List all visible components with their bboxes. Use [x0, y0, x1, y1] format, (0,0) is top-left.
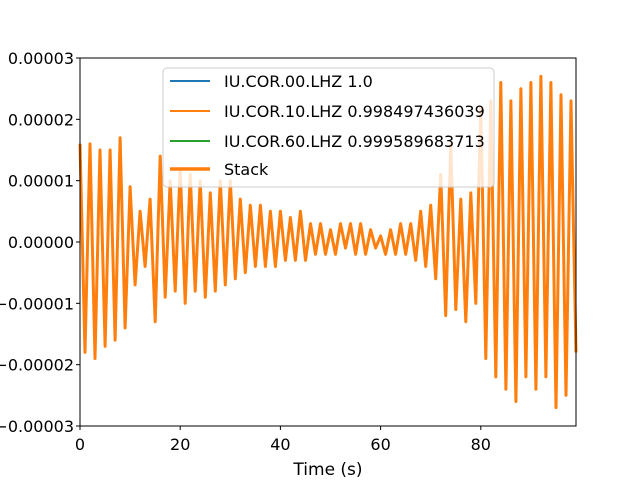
y-axis: −0.00003 −0.00002 −0.00001 0.00000 0.00001 0.…: [0, 49, 80, 436]
x-tick-label: 60: [370, 435, 390, 454]
legend-label-iu-cor-10: IU.COR.10.LHZ 0.998497436039: [224, 102, 485, 121]
x-axis: 0 20 40 60 80: [75, 426, 491, 454]
y-tick-label: −0.00002: [0, 356, 74, 375]
legend-label-stack: Stack: [224, 160, 269, 179]
y-tick-label: 0.00001: [8, 172, 74, 191]
y-tick-label: −0.00001: [0, 294, 74, 313]
legend-label-iu-cor-00: IU.COR.00.LHZ 1.0: [224, 72, 373, 91]
x-axis-label: Time (s): [292, 460, 362, 480]
y-tick-label: −0.00003: [0, 417, 74, 436]
x-tick-label: 80: [471, 435, 491, 454]
series-line-stack: [78, 74, 578, 410]
x-tick-label: 0: [75, 435, 85, 454]
legend-label-iu-cor-60: IU.COR.60.LHZ 0.999589683713: [224, 132, 485, 151]
legend: IU.COR.00.LHZ 1.0 IU.COR.10.LHZ 0.998497…: [162, 67, 495, 188]
legend-box: [162, 67, 495, 188]
y-tick-label: 0.00002: [8, 110, 74, 129]
series-layer: [78, 74, 578, 410]
x-tick-label: 20: [170, 435, 190, 454]
x-tick-label: 40: [270, 435, 290, 454]
y-tick-label: 0.00000: [8, 233, 74, 252]
y-tick-label: 0.00003: [8, 49, 74, 68]
